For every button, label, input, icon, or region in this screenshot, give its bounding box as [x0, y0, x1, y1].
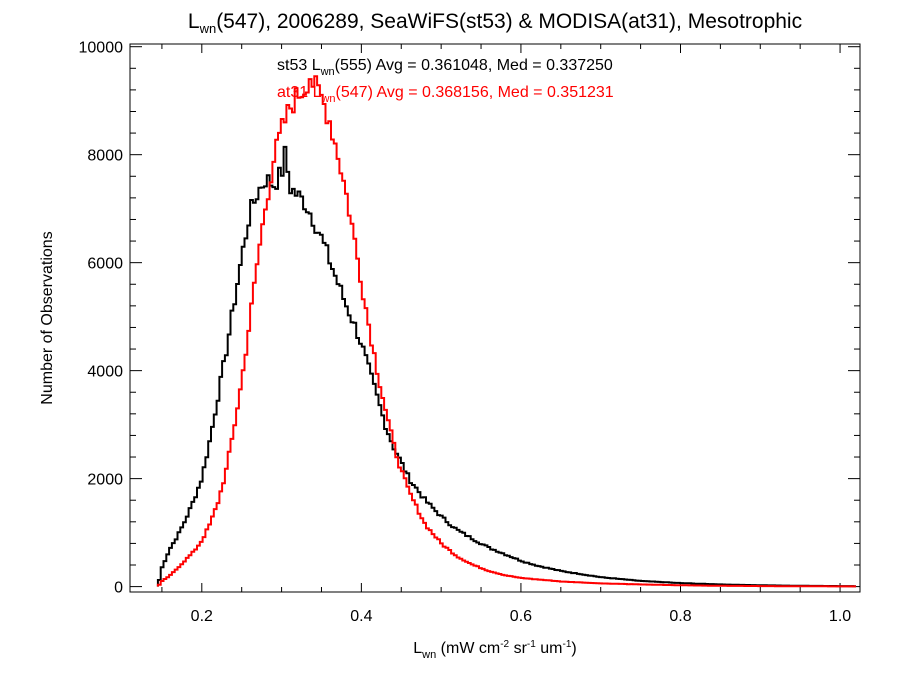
series-layer [156, 75, 856, 588]
x-tick-label: 0.6 [510, 608, 532, 625]
x-axis-ticks: 0.2 0.4 0.6 0.8 1.0 [161, 44, 851, 625]
y-tick-label: 10000 [79, 40, 124, 57]
x-tick-label: 0.2 [191, 608, 213, 625]
y-tick-label: 4000 [87, 364, 123, 381]
x-tick-label: 0.4 [350, 608, 372, 625]
chart-title: Lwn(547), 2006289, SeaWiFS(st53) & MODIS… [188, 10, 802, 36]
annotation-st53: st53 Lwn(555) Avg = 0.361048, Med = 0.33… [277, 57, 613, 78]
plot-frame [129, 43, 861, 593]
x-axis-title: Lwn (mW cm-2 sr-1 um-1) [413, 639, 576, 661]
series-line-at31 [156, 75, 856, 588]
y-tick-label: 6000 [87, 256, 123, 273]
series-line-st53 [156, 145, 856, 588]
annotation-at31: at31 Lwn(547) Avg = 0.368156, Med = 0.35… [277, 84, 614, 105]
y-axis-title: Number of Observations [39, 231, 56, 404]
y-axis-ticks: 0 2000 4000 6000 8000 10000 [79, 40, 860, 597]
x-tick-label: 1.0 [829, 608, 851, 625]
y-tick-label: 2000 [87, 472, 123, 489]
x-tick-label: 0.8 [669, 608, 691, 625]
y-tick-label: 0 [114, 580, 123, 597]
y-tick-label: 8000 [87, 148, 123, 165]
